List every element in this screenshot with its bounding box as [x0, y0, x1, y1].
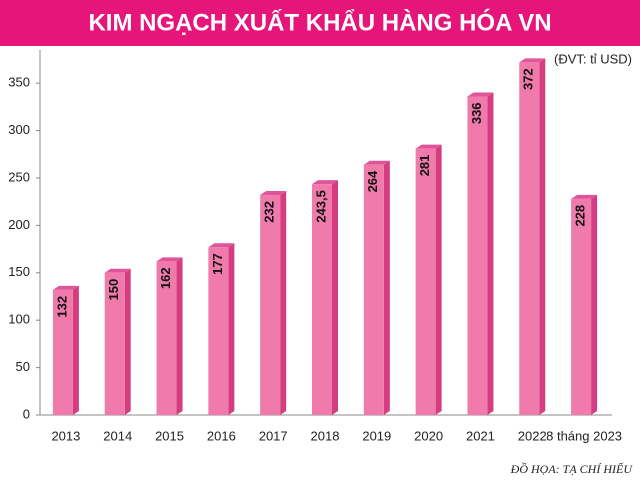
y-tick-label: 150: [8, 264, 30, 279]
bar-top: [519, 58, 546, 63]
bar: [104, 272, 125, 415]
bar-top: [363, 160, 390, 165]
bar: [156, 261, 177, 415]
bar-side: [280, 191, 287, 415]
x-tick-label: 2017: [259, 428, 288, 443]
bar-side: [591, 194, 598, 415]
y-tick-label: 200: [8, 217, 30, 232]
x-tick-label: 2021: [466, 428, 495, 443]
bar-top: [208, 243, 235, 248]
x-tick-label: 2015: [155, 428, 184, 443]
bar-top: [467, 92, 494, 97]
x-tick-label: 2020: [414, 428, 443, 443]
x-tick-label: 2014: [103, 428, 132, 443]
value-label: 132: [54, 296, 69, 318]
y-tick-label: 50: [16, 359, 30, 374]
x-tick-label: 8 tháng 2023: [546, 428, 622, 443]
bar-top: [571, 194, 598, 199]
title-bar: [0, 0, 640, 46]
unit-label: (ĐVT: tỉ USD): [554, 51, 632, 66]
bar-top: [104, 268, 131, 273]
bar-side: [72, 285, 79, 415]
bar: [312, 184, 332, 415]
value-label: 243,5: [313, 190, 328, 223]
value-label: 232: [262, 201, 277, 223]
value-label: 228: [573, 205, 588, 227]
y-tick-label: 0: [23, 406, 30, 421]
bar-side: [124, 268, 131, 415]
x-tick-label: 2018: [311, 428, 340, 443]
bar: [467, 96, 488, 416]
bar: [52, 289, 73, 415]
y-tick-label: 300: [8, 122, 30, 137]
bar: [519, 62, 540, 415]
chart-title: KIM NGẠCH XUẤT KHẨU HÀNG HÓA VN: [88, 8, 551, 36]
x-tick-label: 2016: [207, 428, 236, 443]
bar-top: [312, 180, 338, 185]
credit: ĐỒ HỌA: TẠ CHÍ HIẾU: [510, 461, 634, 476]
bar: [415, 148, 436, 415]
x-tick-label: 2013: [51, 428, 80, 443]
bar-side: [435, 144, 442, 415]
value-label: 372: [521, 68, 536, 90]
y-tick-label: 100: [8, 312, 30, 327]
value-label: 177: [210, 253, 225, 275]
bar-side: [176, 257, 183, 415]
bar: [260, 195, 281, 415]
x-tick-label: 2022: [518, 428, 547, 443]
bar-top: [52, 285, 79, 290]
value-label: 150: [106, 279, 121, 301]
bar: [208, 247, 229, 415]
bar-side: [487, 92, 494, 416]
bar-top: [156, 257, 183, 262]
bar: [363, 164, 384, 415]
value-label: 264: [365, 170, 380, 192]
value-label: 162: [158, 267, 173, 289]
y-tick-label: 250: [8, 169, 30, 184]
bar-side: [228, 243, 235, 415]
bar-side: [383, 160, 390, 415]
bar-top: [415, 144, 442, 149]
x-tick-label: 2019: [362, 428, 391, 443]
bar-top: [260, 191, 287, 196]
bar-side: [539, 58, 546, 415]
value-label: 336: [469, 102, 484, 124]
bar-side: [332, 180, 338, 415]
y-tick-label: 350: [8, 75, 30, 90]
value-label: 281: [417, 155, 432, 177]
bar: [571, 198, 592, 415]
